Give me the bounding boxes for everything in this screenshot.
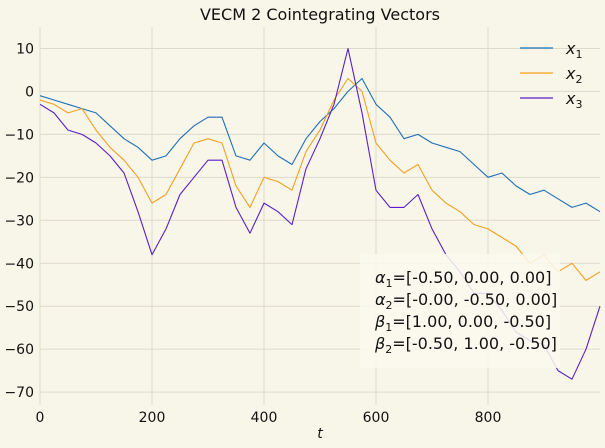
- y-axis-tick-labels: 10 0 −10 −20 −30 −40 −50 −60 −70: [4, 41, 34, 401]
- y-tick-label-2: −10: [4, 127, 34, 143]
- y-tick-label-4: −30: [4, 213, 34, 229]
- x-axis-label: t: [317, 426, 323, 442]
- y-tick-label-0: 10: [16, 41, 34, 57]
- annotation-line-1: α1=[-0.50, 0.00, 0.00]: [375, 268, 551, 290]
- annotation-line-2: α2=[-0.00, -0.50, 0.00]: [375, 290, 557, 312]
- y-tick-label-5: −40: [4, 256, 34, 272]
- y-tick-label-1: 0: [25, 84, 34, 100]
- y-tick-label-6: −50: [4, 299, 34, 315]
- chart-title: VECM 2 Cointegrating Vectors: [200, 5, 440, 24]
- x-tick-label-0: 0: [36, 410, 45, 426]
- x-tick-label-3: 600: [363, 410, 390, 426]
- parameter-annotation: α1=[-0.50, 0.00, 0.00]α2=[-0.00, -0.50, …: [360, 254, 560, 368]
- y-tick-label-8: −70: [4, 385, 34, 401]
- y-tick-label-7: −60: [4, 342, 34, 358]
- annotation-line-4: β2=[-0.50, 1.00, -0.50]: [374, 334, 557, 356]
- series-line-x2: [39, 77, 601, 281]
- annotation-line-3: β1=[1.00, 0.00, -0.50]: [374, 312, 551, 334]
- x-axis-tick-labels: 0 200 400 600 800: [36, 410, 502, 426]
- x-tick-label-4: 800: [475, 410, 502, 426]
- series-line-x1: [39, 77, 601, 213]
- annotation-box: [360, 254, 560, 368]
- x-tick-label-2: 400: [251, 410, 278, 426]
- x-tick-label-1: 200: [139, 410, 166, 426]
- y-tick-label-3: −20: [4, 170, 34, 186]
